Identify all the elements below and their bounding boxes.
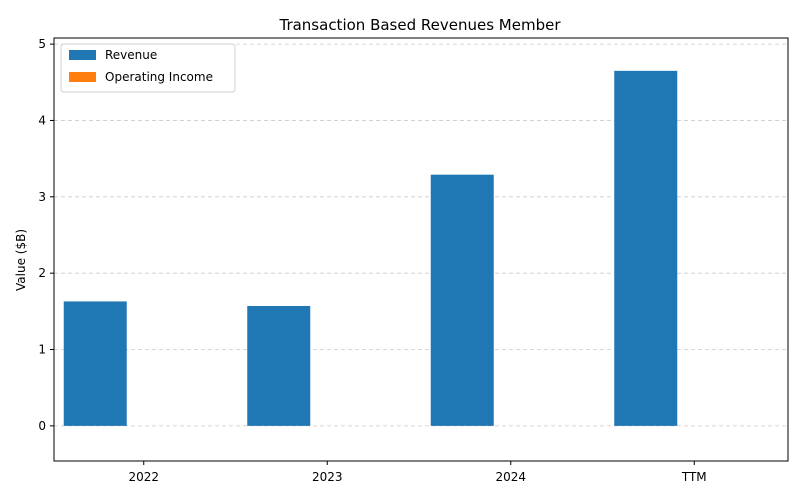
bar-revenue-ttm <box>614 70 678 426</box>
y-tick-label-1: 1 <box>38 343 46 357</box>
y-tick-label-5: 5 <box>38 37 46 51</box>
y-tick-label-4: 4 <box>38 113 46 127</box>
bar-revenue-2022 <box>63 301 127 426</box>
x-tick-label-3: TTM <box>681 470 707 484</box>
y-axis-label: Value ($B) <box>14 229 28 291</box>
x-tick-label-2: 2024 <box>495 470 526 484</box>
legend-swatch-1 <box>69 72 96 82</box>
legend: Revenue Operating Income <box>60 43 236 93</box>
bar-revenue-2024 <box>430 174 494 426</box>
legend-swatch-0 <box>69 50 96 60</box>
bar-revenue-2023 <box>247 306 311 426</box>
plot-frame <box>53 37 789 462</box>
x-tick-label-1: 2023 <box>312 470 343 484</box>
axes-layer: 0 1 2 3 4 5 2022 2023 2024 TTM <box>38 37 789 484</box>
chart-title: Transaction Based Revenues Member <box>278 16 561 34</box>
legend-label-1: Operating Income <box>105 70 213 84</box>
grid-layer <box>54 43 788 427</box>
y-tick-label-3: 3 <box>38 190 46 204</box>
y-tick-label-2: 2 <box>38 266 46 280</box>
y-tick-label-0: 0 <box>38 419 46 433</box>
x-tick-label-0: 2022 <box>128 470 159 484</box>
legend-box <box>60 43 236 93</box>
bars-layer <box>63 70 678 426</box>
legend-label-0: Revenue <box>105 48 157 62</box>
